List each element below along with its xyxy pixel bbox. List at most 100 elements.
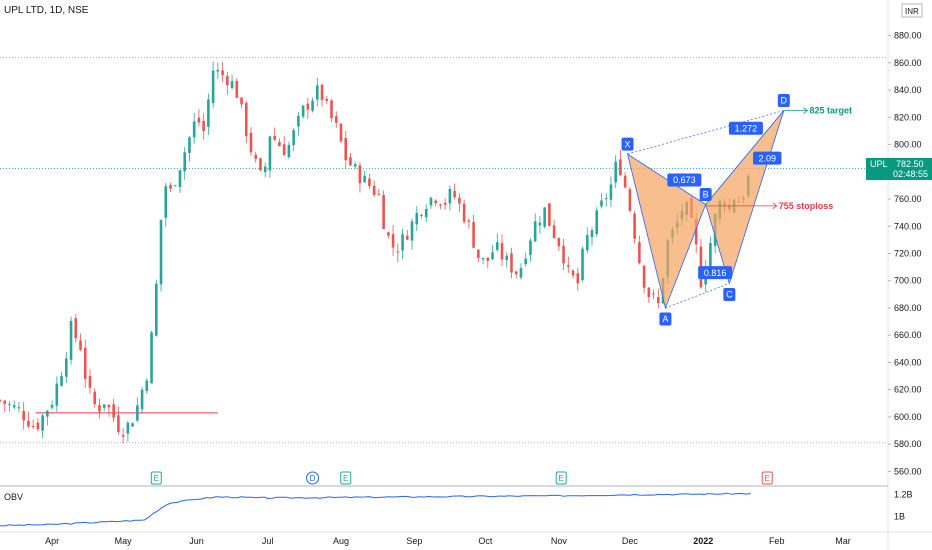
candle-body — [349, 157, 352, 166]
ratio-line-xb — [627, 153, 706, 205]
candle-body — [657, 297, 660, 304]
currency-label[interactable]: INR — [905, 7, 919, 16]
candle-body — [524, 258, 527, 265]
candle-body — [159, 219, 163, 285]
pattern-point-c[interactable]: C — [726, 290, 733, 300]
candle-body — [145, 380, 149, 391]
candle-body — [405, 235, 409, 240]
candle-body — [415, 212, 419, 225]
event-marker-label[interactable]: E — [765, 474, 770, 483]
candle-body — [93, 391, 97, 405]
candle-body — [334, 116, 338, 123]
candle-body — [301, 105, 305, 117]
candle-body — [467, 220, 471, 222]
candle-body — [287, 144, 291, 157]
candle-body — [230, 81, 234, 88]
candle-body — [477, 249, 480, 258]
candle-body — [543, 207, 546, 227]
harmonic-pattern[interactable]: X A B C D 0.673 0.816 1.272 2.09 — [621, 94, 790, 326]
candle-body — [41, 415, 44, 431]
candle-body — [112, 404, 115, 418]
candle-body — [278, 142, 281, 147]
candle-body — [207, 99, 210, 127]
pattern-point-x-bg — [621, 137, 634, 151]
candle-body — [387, 232, 390, 236]
pattern-ratio-label-bg — [667, 173, 702, 187]
y-tick-label: 840.00 — [894, 85, 922, 95]
candle-body — [50, 404, 54, 408]
pattern-point-b-bg — [699, 187, 712, 201]
pattern-point-c-bg — [723, 287, 736, 301]
candle-body — [514, 271, 518, 275]
candle-body — [396, 251, 400, 253]
obv-tick-label: 1.2B — [894, 490, 913, 500]
candle-body — [126, 422, 130, 434]
y-tick-label: 680.00 — [894, 303, 922, 313]
y-tick-label: 860.00 — [894, 58, 922, 68]
candle-body — [107, 404, 111, 408]
candle-body — [69, 320, 73, 360]
candle-body — [12, 405, 16, 408]
candle-body — [0, 400, 2, 402]
y-tick-label: 600.00 — [894, 412, 922, 422]
event-marker-label[interactable]: E — [343, 474, 348, 483]
candle-body — [221, 70, 224, 76]
x-tick-label: 2022 — [693, 536, 713, 546]
annotation-arrow-head — [803, 107, 809, 114]
annotations: 825 target 755 stoploss — [705, 106, 852, 211]
candle-body — [694, 219, 698, 245]
pattern-point-x[interactable]: X — [625, 139, 631, 149]
candle-body — [458, 197, 461, 204]
pattern-point-d[interactable]: D — [781, 96, 788, 106]
candle-body — [259, 158, 262, 171]
candle-body — [533, 221, 537, 242]
candle-body — [254, 154, 258, 159]
price-axis[interactable]: 560.00 580.00 600.00 620.00 640.00 660.00 680.… — [888, 31, 922, 477]
candle-body — [590, 230, 594, 238]
candle-body — [83, 347, 87, 379]
x-tick-label: Aug — [333, 536, 349, 546]
candle-body — [633, 213, 636, 239]
candle-body — [382, 194, 385, 229]
pattern-ratio-label-bg — [753, 151, 782, 165]
x-tick-label: Feb — [769, 536, 785, 546]
x-tick-label: Mar — [835, 536, 851, 546]
candle-body — [363, 175, 366, 183]
candle-body — [8, 403, 11, 405]
event-marker-label[interactable]: E — [559, 474, 564, 483]
candle-body — [325, 98, 329, 101]
x-tick-label: Sep — [406, 536, 422, 546]
pattern-ratio-label[interactable]: 2.09 — [758, 153, 776, 163]
candle-body — [623, 175, 627, 188]
event-marker-bg — [761, 471, 773, 485]
event-marker-bg — [555, 471, 567, 485]
pattern-triangle-bcd — [705, 110, 785, 285]
candle-body — [102, 404, 106, 408]
event-marker-label[interactable]: D — [310, 474, 316, 483]
candle-body — [88, 375, 92, 388]
candle-body — [46, 410, 49, 417]
pattern-ratio-label[interactable]: 0.816 — [704, 268, 727, 278]
candle-body — [226, 76, 229, 86]
candle-body — [263, 166, 267, 173]
candle-body — [628, 189, 632, 211]
candle-body — [472, 222, 475, 248]
candle-body — [306, 103, 310, 110]
event-marker-label[interactable]: E — [154, 474, 159, 483]
pattern-ratio-label[interactable]: 0.673 — [673, 175, 696, 185]
candle-body — [268, 136, 272, 171]
y-tick-label: 760.00 — [894, 194, 922, 204]
candle-body — [282, 144, 286, 156]
pattern-point-a[interactable]: A — [662, 314, 668, 324]
candle-body — [420, 214, 423, 216]
y-tick-label: 620.00 — [894, 385, 922, 395]
candle-body — [548, 203, 551, 226]
candle-body — [188, 137, 191, 153]
pattern-point-b[interactable]: B — [703, 190, 709, 200]
time-axis[interactable]: Apr May Jun Jul Aug Sep Oct Nov Dec 2022 Feb Mar — [45, 536, 851, 546]
candle-body — [121, 434, 125, 437]
pattern-ratio-label[interactable]: 1.272 — [735, 123, 758, 133]
candle-body — [216, 69, 220, 72]
